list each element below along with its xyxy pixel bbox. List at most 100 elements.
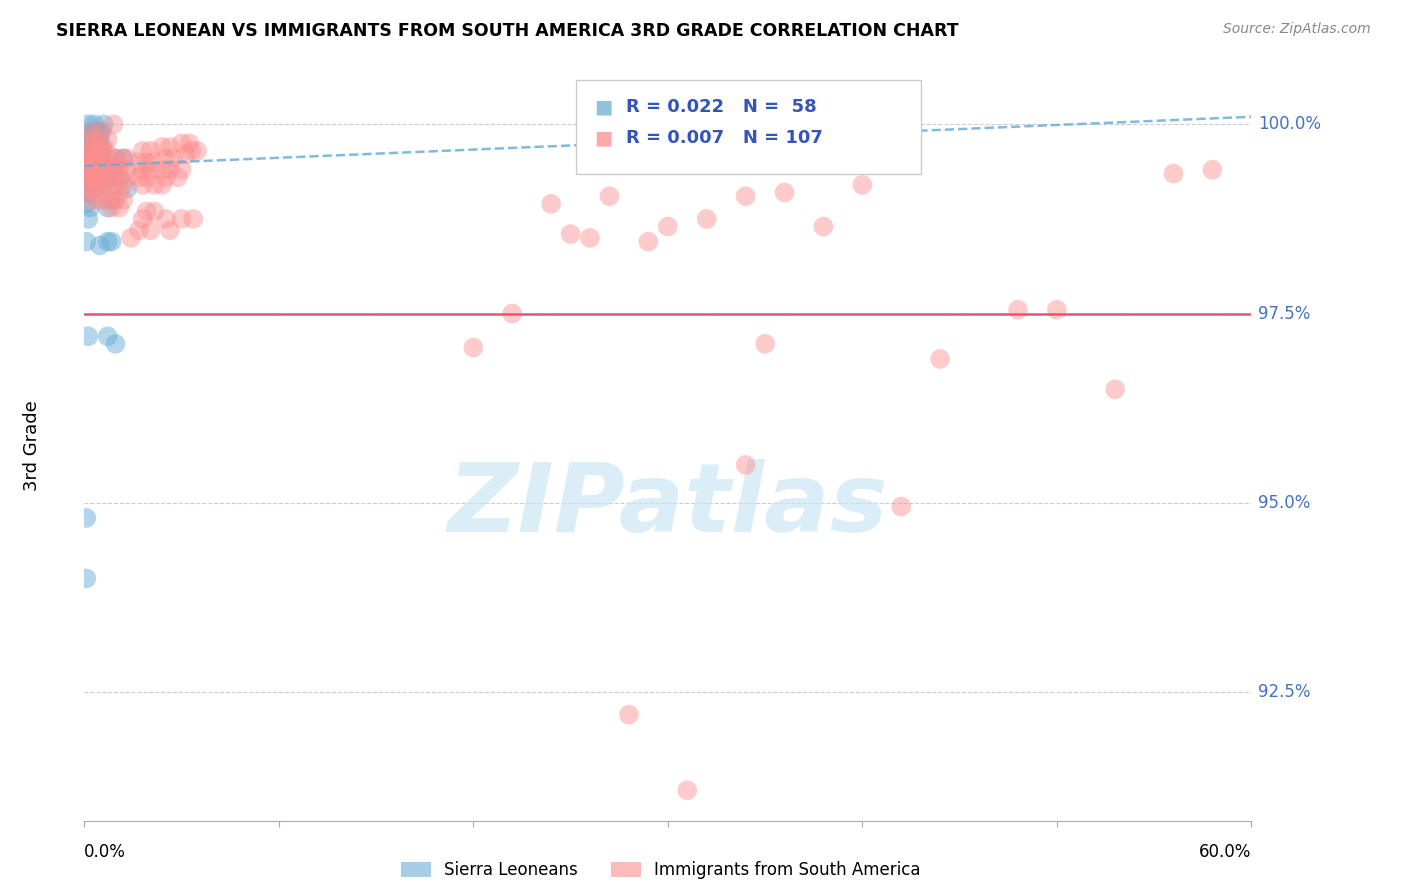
- Point: [637, 235, 659, 249]
- Point: [77, 147, 100, 161]
- Point: [112, 152, 135, 166]
- Point: [560, 227, 582, 241]
- Point: [77, 144, 100, 158]
- Point: [77, 186, 100, 200]
- Point: [84, 152, 107, 166]
- Point: [82, 147, 104, 161]
- Point: [89, 193, 111, 207]
- Text: ■: ■: [595, 128, 613, 148]
- Point: [84, 147, 107, 161]
- Point: [89, 144, 111, 158]
- Point: [79, 162, 101, 177]
- Point: [150, 140, 173, 154]
- Point: [103, 117, 125, 131]
- Point: [82, 167, 104, 181]
- Point: [579, 231, 602, 245]
- Point: [82, 125, 104, 139]
- Point: [90, 140, 112, 154]
- Point: [89, 178, 111, 192]
- Point: [112, 178, 135, 192]
- Point: [128, 170, 150, 185]
- Point: [104, 152, 127, 166]
- Text: ■: ■: [595, 97, 613, 117]
- Point: [77, 329, 100, 343]
- Point: [135, 204, 157, 219]
- Point: [159, 162, 181, 177]
- Point: [150, 178, 173, 192]
- Point: [75, 235, 97, 249]
- Point: [77, 167, 100, 181]
- Point: [773, 186, 796, 200]
- Point: [104, 336, 127, 351]
- Point: [186, 144, 208, 158]
- Point: [540, 196, 562, 211]
- Point: [100, 170, 122, 185]
- Point: [77, 170, 100, 185]
- Point: [100, 186, 122, 200]
- Text: Source: ZipAtlas.com: Source: ZipAtlas.com: [1223, 22, 1371, 37]
- Point: [108, 170, 131, 185]
- Point: [163, 152, 186, 166]
- Point: [82, 162, 104, 177]
- Point: [112, 152, 135, 166]
- Point: [89, 167, 111, 181]
- Point: [1163, 167, 1185, 181]
- Point: [89, 174, 111, 188]
- Text: R = 0.007   N = 107: R = 0.007 N = 107: [626, 129, 823, 147]
- Point: [75, 140, 97, 154]
- Point: [104, 162, 127, 177]
- Point: [128, 155, 150, 169]
- Point: [104, 178, 127, 192]
- Point: [179, 136, 201, 151]
- Point: [108, 201, 131, 215]
- Point: [83, 117, 105, 131]
- Point: [813, 219, 835, 234]
- Point: [170, 162, 193, 177]
- Point: [84, 174, 107, 188]
- Point: [100, 201, 122, 215]
- Point: [82, 186, 104, 200]
- Point: [77, 128, 100, 143]
- Point: [97, 193, 120, 207]
- Point: [132, 178, 155, 192]
- Point: [115, 182, 138, 196]
- Point: [82, 193, 104, 207]
- Point: [89, 159, 111, 173]
- Point: [139, 162, 162, 177]
- Point: [734, 189, 756, 203]
- Point: [599, 189, 621, 203]
- Point: [82, 159, 104, 173]
- Point: [77, 132, 100, 146]
- Point: [77, 152, 100, 166]
- Point: [676, 783, 699, 797]
- Point: [1046, 302, 1069, 317]
- Point: [180, 144, 202, 158]
- Point: [77, 178, 100, 192]
- Point: [87, 140, 110, 154]
- Point: [77, 186, 100, 200]
- Point: [93, 152, 115, 166]
- Point: [1104, 382, 1126, 396]
- Point: [174, 147, 197, 161]
- Point: [75, 152, 97, 166]
- Point: [97, 132, 120, 146]
- Point: [75, 511, 97, 525]
- Point: [83, 140, 105, 154]
- Point: [155, 152, 177, 166]
- Point: [82, 159, 104, 173]
- Point: [851, 178, 873, 192]
- Point: [108, 170, 131, 185]
- Point: [97, 201, 120, 215]
- Point: [112, 193, 135, 207]
- Point: [93, 178, 115, 192]
- Point: [77, 117, 100, 131]
- Point: [139, 223, 162, 237]
- Point: [82, 128, 104, 143]
- Point: [82, 178, 104, 192]
- Point: [93, 147, 115, 161]
- Point: [79, 140, 101, 154]
- Point: [100, 193, 122, 207]
- Point: [120, 231, 142, 245]
- Point: [84, 132, 107, 146]
- Text: 95.0%: 95.0%: [1258, 494, 1310, 512]
